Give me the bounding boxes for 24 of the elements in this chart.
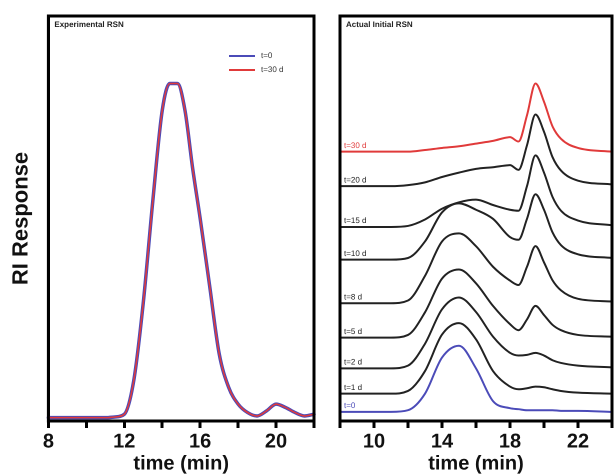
series-label: t=0 [344,401,356,410]
y-axis-title: RI Response [7,152,32,286]
x-tick-label: 12 [113,430,136,453]
series-label: t=2 d [344,358,362,367]
series-label: t=8 d [344,292,362,302]
series-label: t=20 d [344,175,366,184]
series-label: t=5 d [344,326,362,336]
x-tick-label: 18 [498,430,522,453]
chart-title: Actual Initial RSN [346,20,413,30]
series-label: t=15 d [344,216,366,226]
x-tick-label: 22 [566,430,590,453]
legend-label: t=0 [261,51,273,60]
chart-title: Experimental RSN [54,20,124,30]
x-tick-label: 8 [42,430,54,453]
x-tick-label: 20 [264,430,288,453]
x-axis-title: time (min) [133,452,229,475]
x-tick-label: 16 [189,430,212,453]
x-axis-title: time (min) [428,452,524,475]
x-tick-label: 10 [362,430,386,453]
x-tick-label: 14 [430,430,454,453]
legend-label: t=30 d [261,65,284,74]
series-label: t=30 d [344,140,366,150]
series-label: t=10 d [344,248,366,258]
series-label: t=1 d [344,382,362,392]
